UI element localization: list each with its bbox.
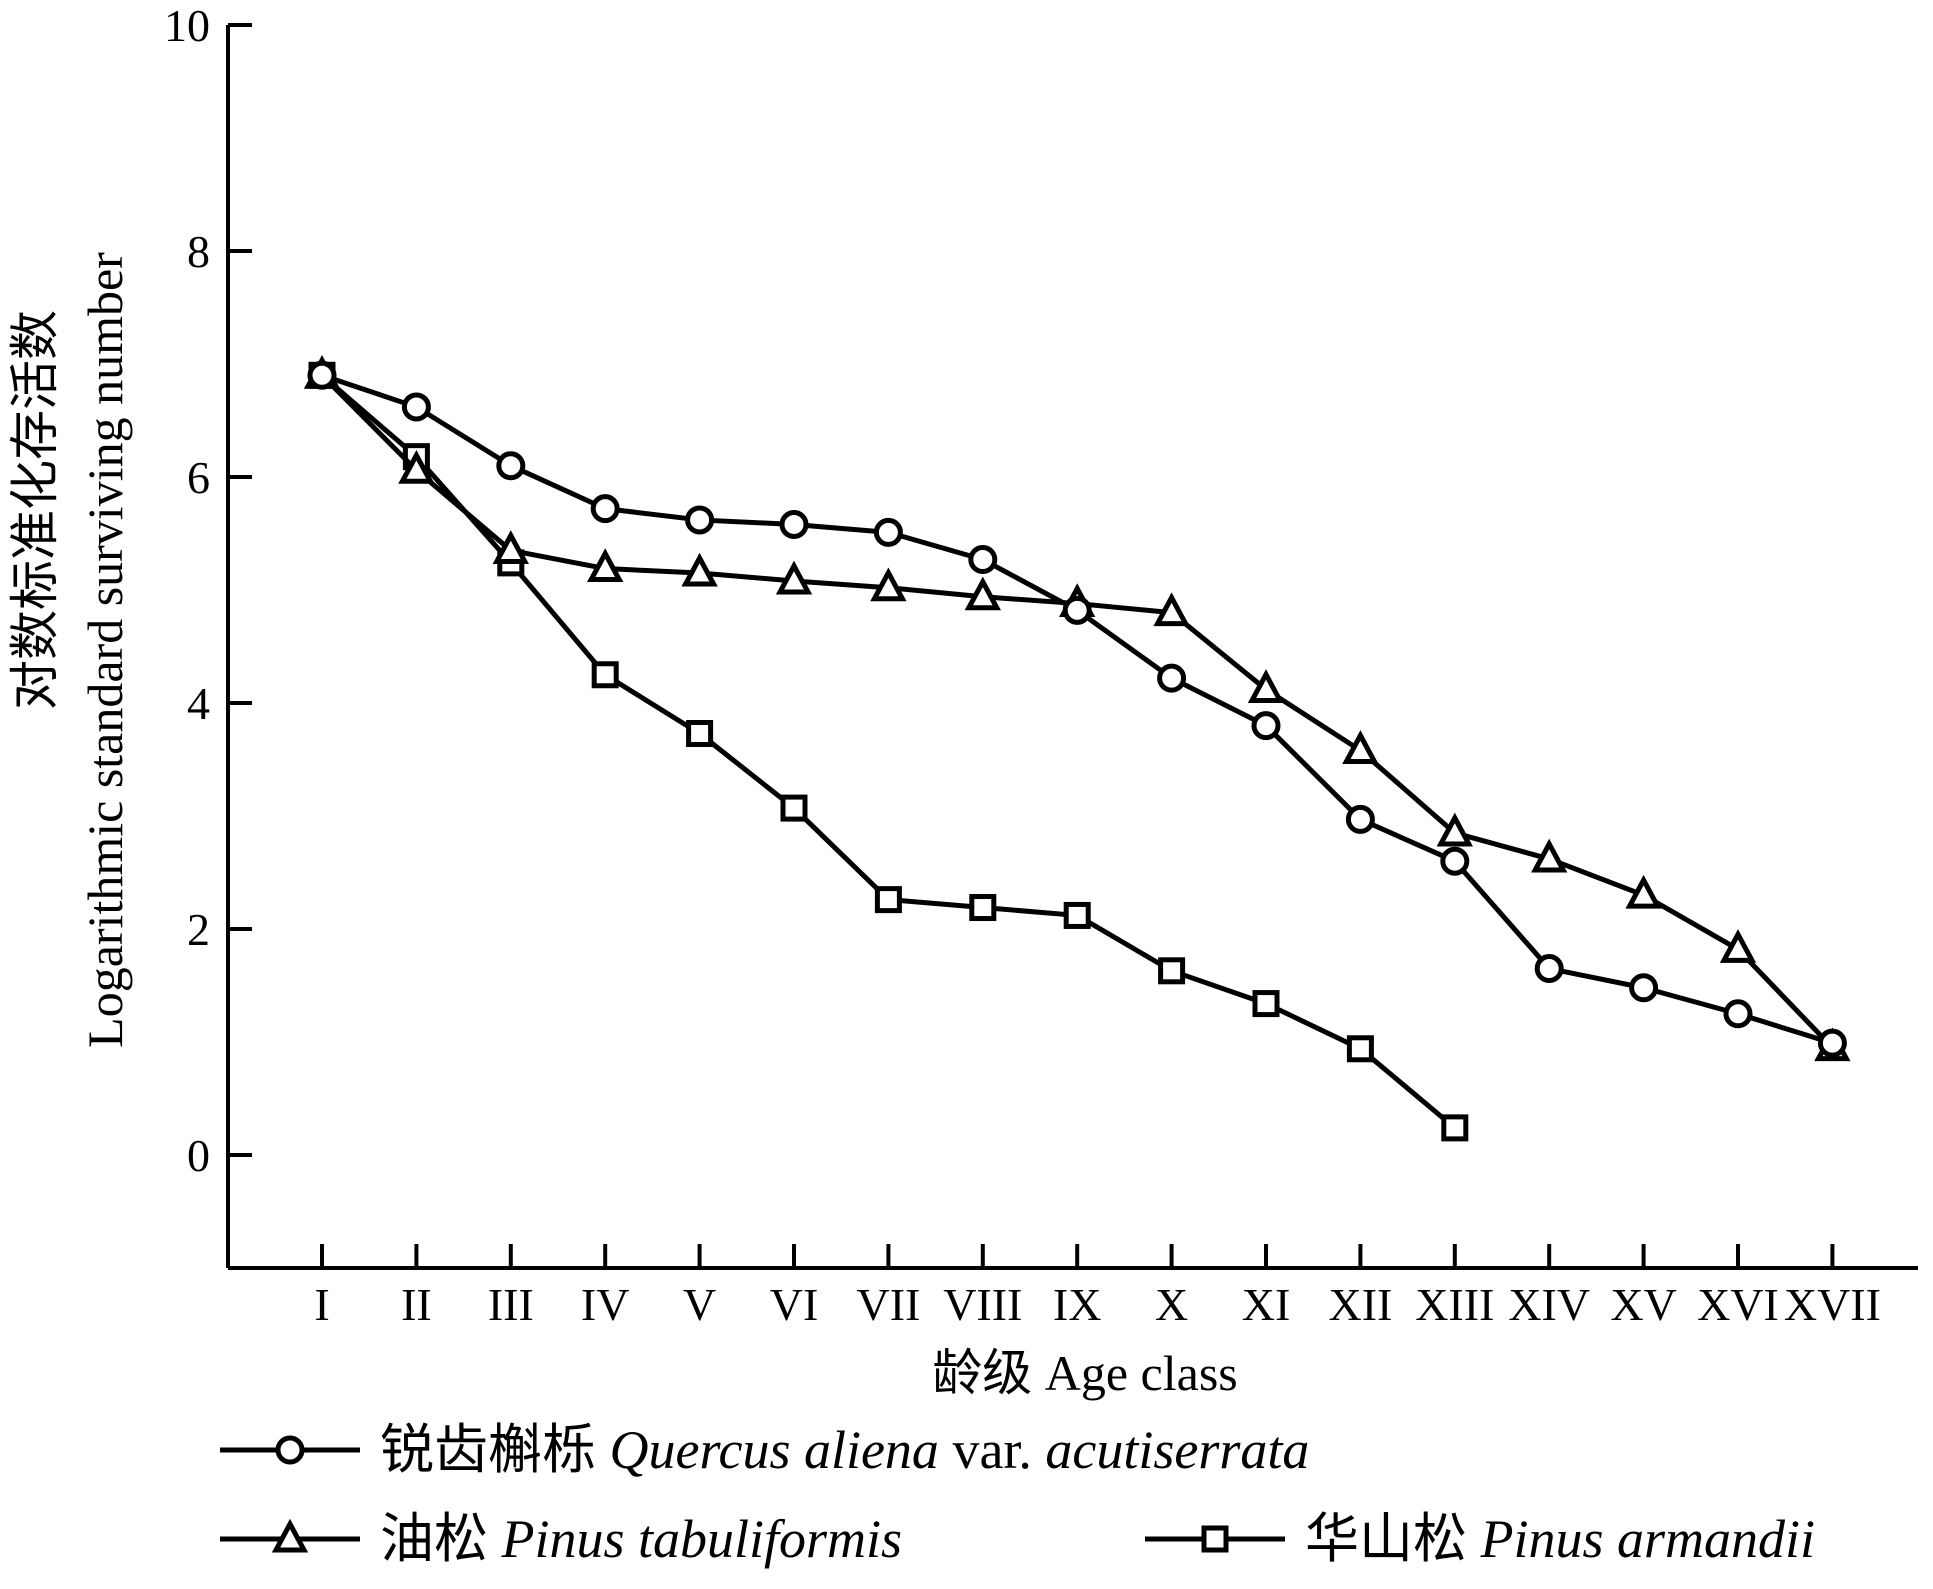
legend-item-square: 华山松 Pinus armandii [1145,1509,1815,1569]
legend-item-triangle: 油松 Pinus tabuliformis [220,1509,902,1569]
circle-marker [1251,711,1281,741]
triangle-marker [1436,812,1473,847]
circle-marker [685,505,715,535]
circle-marker [1723,999,1753,1029]
triangle-marker [1153,592,1190,627]
circle-marker [307,360,337,390]
triangle-marker [964,576,1001,611]
y-tick-label: 0 [187,1130,210,1181]
circle-marker [873,517,903,547]
x-tick-label: XV [1610,1279,1676,1330]
x-tick-label: II [401,1279,432,1330]
circle-marker [968,544,998,574]
y-ticks: 0 2 4 6 8 10 [164,0,252,1181]
x-tick-label: XVII [1784,1279,1881,1330]
legend-label: 华山松 Pinus armandii [1305,1509,1815,1569]
triangle-marker [870,567,907,602]
x-tick-label: X [1155,1279,1188,1330]
series-line [321,372,1834,1046]
triangle-marker [587,548,624,583]
triangle-marker [1719,929,1757,963]
circle-marker [1817,1028,1847,1058]
series-line [320,373,1457,1130]
series-line [320,373,1835,1050]
triangle-marker [398,449,435,484]
triangle-marker [1531,838,1568,873]
triangle-marker [681,552,718,587]
triangle-marker [1625,874,1662,909]
square-marker [686,720,714,748]
circle-marker [1157,663,1187,693]
legend: 锐齿槲栎 Quercus aliena var. acutiserrata 油松 … [220,1420,1815,1569]
circle-marker [401,392,431,422]
legend-item-circle: 锐齿槲栎 Quercus aliena var. acutiserrata [220,1420,1309,1480]
y-tick-label: 4 [187,678,210,729]
circle-marker [275,1435,305,1465]
x-tick-label: III [488,1279,534,1330]
square-marker [1252,990,1280,1018]
triangle-marker [1342,730,1379,764]
series-triangle [303,355,1851,1062]
y-tick-label: 8 [187,226,210,277]
square-marker [1346,1035,1374,1063]
circle-marker [1534,954,1564,984]
circle-marker [1345,804,1375,834]
x-tick-label: XIII [1415,1279,1494,1330]
x-tick-label: IX [1053,1279,1102,1330]
square-marker [1441,1114,1469,1142]
triangle-marker [1247,669,1285,703]
x-tick-label: VI [770,1279,819,1330]
y-tick-label: 10 [164,0,210,51]
x-tick-label: XVI [1697,1279,1779,1330]
y-axis-title-cn: 对数标准化存活数 [7,310,63,710]
legend-label: 油松 Pinus tabuliformis [380,1509,902,1569]
series-circle [307,360,1847,1058]
triangle-marker [492,530,529,564]
square-marker [780,794,808,822]
square-marker [969,894,997,922]
x-ticks: I II III IV V VI VII VIII IX X XI XII XIII XIV XV XVI XV… [314,1244,1881,1330]
x-tick-label: V [683,1279,716,1330]
circle-marker [496,451,526,481]
y-axis-title-en: Logarithmic standard surviving number [77,252,133,1048]
y-axis-title: 对数标准化存活数 Logarithmic standard surviving … [7,252,133,1048]
x-tick-label: VIII [943,1279,1022,1330]
x-tick-label: XIV [1508,1279,1590,1330]
circle-marker [1440,846,1470,876]
square-marker [591,661,619,689]
x-tick-label: I [314,1279,329,1330]
y-tick-label: 2 [187,904,210,955]
x-axis-title: 龄级 Age class [932,1345,1238,1401]
square-marker [1158,957,1186,985]
legend-label: 锐齿槲栎 Quercus aliena var. acutiserrata [380,1420,1309,1480]
y-tick-label: 6 [187,452,210,503]
circle-marker [779,509,809,539]
square-marker [874,886,902,914]
triangle-marker [775,560,813,595]
series-layer [303,355,1851,1142]
triangle-marker [271,1518,309,1553]
square-marker [1063,901,1091,929]
x-tick-label: VII [856,1279,920,1330]
circle-marker [1062,595,1092,625]
square-marker [1201,1525,1229,1553]
x-tick-label: XI [1242,1279,1291,1330]
x-tick-label: IV [581,1279,630,1330]
circle-marker [1629,973,1659,1003]
axes [226,25,1918,1270]
x-tick-label: XII [1328,1279,1392,1330]
circle-marker [590,494,620,524]
